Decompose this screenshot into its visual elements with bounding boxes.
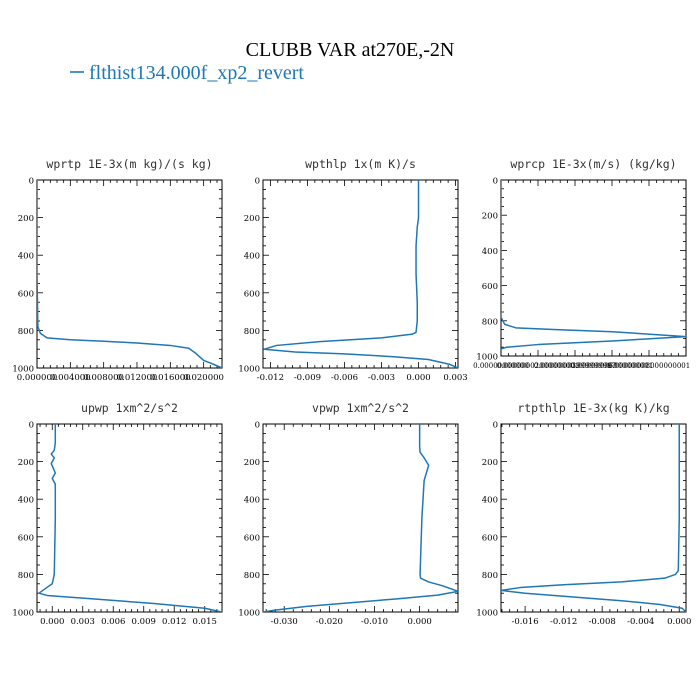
x-tick-label: 0.012000 [117, 373, 158, 383]
plot-frame [262, 423, 459, 613]
x-tick-label: -0.012 [257, 373, 284, 383]
y-tick-label: 1000 [476, 609, 498, 619]
y-tick-label: 600 [244, 289, 260, 299]
figure-title: CLUBB VAR at270E,-2N [246, 39, 455, 61]
subplot-5: vpwp 1xm^2/s^2 0 200 400 600 800 1000 -0.030 -0.… [238, 401, 459, 627]
y-tick-label: 1000 [12, 609, 34, 619]
x-tick-label: 0.015 [193, 617, 217, 627]
y-tick-label: 200 [18, 458, 34, 468]
subplot-title: rtpthlp 1E-3x(kg K)/kg [517, 401, 669, 415]
y-tick-label: 600 [482, 282, 498, 292]
y-tick-label: 1000 [238, 609, 260, 619]
subplot-title: upwp 1xm^2/s^2 [81, 401, 178, 415]
y-tick-label: 200 [18, 214, 34, 224]
x-tick-label: 0.000000 [17, 373, 58, 383]
plot-frame [36, 423, 223, 613]
x-tick-label: 0.006 [101, 617, 125, 627]
subplot-title: vpwp 1xm^2/s^2 [312, 401, 409, 415]
y-tick-label: 400 [18, 252, 34, 262]
series-line [37, 180, 222, 368]
y-tick-label: 0 [29, 421, 34, 431]
series-line [263, 424, 458, 612]
y-tick-label: 200 [482, 212, 498, 222]
x-tick-label: 0.000 [406, 373, 430, 383]
x-tick-label: 0.000 [667, 617, 691, 627]
y-tick-label: 200 [244, 214, 260, 224]
x-tick-label: 0.000 [40, 617, 64, 627]
y-tick-label: 1000 [476, 353, 498, 363]
series-line [263, 180, 458, 368]
y-tick-label: 1000 [12, 365, 34, 375]
y-tick-label: 800 [18, 327, 34, 337]
y-tick-label: 800 [482, 571, 498, 581]
y-tick-label: 800 [18, 571, 34, 581]
subplot-1: wprtp 1E-3x(m kg)/(s kg) 0 200 400 600 800 100… [12, 157, 224, 383]
y-tick-label: 800 [482, 317, 498, 327]
x-tick-label: -0.010 [361, 617, 388, 627]
y-tick-label: 800 [244, 571, 260, 581]
x-tick-label: 0.00000008000000001 [608, 362, 690, 370]
x-tick-label: -0.012 [550, 617, 577, 627]
y-tick-label: 0 [493, 421, 498, 431]
subplot-3: wprcp 1E-3x(m/s) (kg/kg) 0 200 400 600 800 100… [473, 157, 690, 370]
y-tick-label: 1000 [238, 365, 260, 375]
plot-frame [500, 179, 687, 357]
x-tick-label: 0.008000 [83, 373, 124, 383]
x-tick-label: 0.003 [71, 617, 95, 627]
y-tick-label: 200 [244, 458, 260, 468]
series-line [501, 424, 686, 612]
y-tick-label: 600 [244, 533, 260, 543]
x-tick-label: -0.006 [331, 373, 358, 383]
x-tick-label: 0.012 [162, 617, 186, 627]
y-tick-label: 400 [244, 496, 260, 506]
x-tick-label: 0.003 [443, 373, 467, 383]
subplot-2: wpthlp 1x(m K)/s02004006008001000-0.012-… [238, 157, 467, 383]
x-tick-label: -0.016 [511, 617, 538, 627]
y-tick-label: 0 [29, 177, 34, 187]
y-tick-label: 0 [255, 177, 260, 187]
subplot-4: upwp 1xm^2/s^2 0 200 400 600 800 1000 0.000 0.00… [12, 401, 223, 627]
y-tick-label: 0 [255, 421, 260, 431]
x-tick-label: 0.00000000000 [473, 362, 529, 370]
y-tick-label: 400 [18, 496, 34, 506]
x-tick-label: -0.030 [271, 617, 298, 627]
subplot-6: rtpthlp 1E-3x(kg K)/kg 0 200 400 600 800 1000 -… [476, 401, 691, 627]
x-tick-label: 0.004000 [50, 373, 91, 383]
y-tick-label: 600 [18, 533, 34, 543]
x-tick-label: -0.003 [368, 373, 395, 383]
x-tick-label: 0.009 [132, 617, 156, 627]
y-tick-label: 400 [482, 496, 498, 506]
subplot-title: wpthlp 1x(m K)/s [305, 157, 416, 171]
x-tick-label: 0.00000003999999997 [534, 362, 616, 370]
y-tick-label: 200 [482, 458, 498, 468]
legend-label: flthist134.000f_xp2_revert [89, 62, 304, 84]
subplot-title: wprcp 1E-3x(m/s) (kg/kg) [510, 157, 676, 171]
y-tick-label: 800 [244, 327, 260, 337]
subplot-title: wprtp 1E-3x(m kg)/(s kg) [46, 157, 212, 171]
x-tick-label: 0.00000002000000001 [497, 362, 579, 370]
x-tick-label: 0.016000 [150, 373, 191, 383]
y-tick-label: 600 [482, 533, 498, 543]
y-tick-label: 400 [244, 252, 260, 262]
series-line [38, 424, 222, 612]
x-tick-label: -0.009 [294, 373, 321, 383]
x-tick-label: 0.000 [407, 617, 431, 627]
y-tick-label: 600 [18, 289, 34, 299]
y-tick-label: 0 [493, 177, 498, 187]
x-tick-label: -0.020 [316, 617, 343, 627]
x-tick-label: 0.020000 [183, 373, 224, 383]
panel-grid: wprtp 1E-3x(m kg)/(s kg) 0 200 400 600 800 100… [12, 157, 691, 627]
x-tick-label: -0.008 [589, 617, 616, 627]
x-tick-label: 0.00000006000000001 [571, 362, 653, 370]
series-line [501, 180, 686, 350]
x-tick-label: -0.004 [627, 617, 654, 627]
y-tick-label: 400 [482, 247, 498, 257]
